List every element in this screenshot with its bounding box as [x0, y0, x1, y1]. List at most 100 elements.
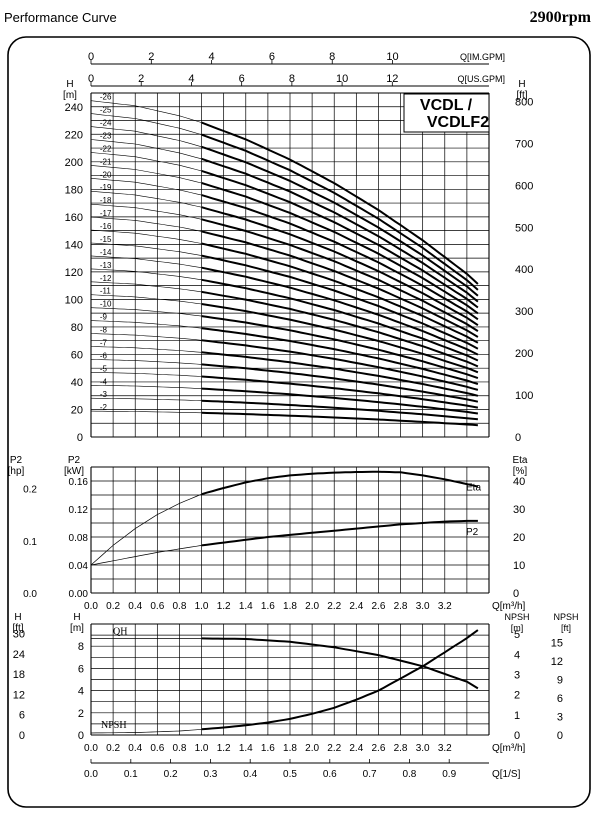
npsh-ft-tick-label: 0: [557, 730, 563, 742]
head-curve-stage8-low-flow: [90, 333, 202, 341]
x-tick-label: 2.2: [327, 601, 341, 612]
h-ft-tick-label: 18: [13, 669, 25, 681]
npsh-ft-tick-label: 3: [557, 712, 563, 724]
eta-axis-unit: [%]: [513, 466, 528, 477]
npsh-m-axis-label: NPSH: [504, 612, 529, 622]
curve-label: -14: [100, 248, 112, 257]
y-tick-label: 0: [77, 432, 83, 444]
x-tick-label: 3.2: [438, 601, 452, 612]
x-tick-label: 3.0: [416, 743, 430, 754]
curve-label: -18: [100, 196, 112, 205]
x-tick-label: 2.0: [305, 601, 319, 612]
curve-label: -3: [100, 390, 108, 399]
x-tick-label: 1.8: [283, 601, 297, 612]
kw-tick-label: 0.00: [69, 589, 89, 600]
us-gpm-tick-label: 0: [88, 73, 94, 85]
y-axis-unit: [m]: [63, 90, 77, 101]
head-curve-stage26-low-flow: [90, 100, 202, 123]
head-curve-stage3: [201, 399, 478, 421]
kw-axis-unit: [kW]: [64, 466, 84, 477]
x-tick-label: 0.8: [172, 601, 186, 612]
x-tick-label: 0.0: [84, 743, 98, 754]
y2-tick-label: 400: [515, 264, 533, 276]
y-tick-label: 120: [65, 267, 83, 279]
head-curve-stage23: [201, 157, 479, 303]
head-curve-stage7: [201, 351, 479, 397]
y2-axis-label: H: [518, 79, 525, 90]
x-tick-label: 3.0: [416, 601, 430, 612]
curve-label: -26: [100, 93, 112, 102]
us-gpm-tick-label: 8: [289, 73, 295, 85]
head-curve-stage10-low-flow: [90, 307, 202, 317]
y-tick-label: 200: [65, 157, 83, 169]
curve-label: -12: [100, 274, 112, 283]
h-m-tick-label: 0: [78, 730, 84, 742]
ls-tick-label: 0.6: [323, 769, 337, 780]
head-curve-stage21-low-flow: [90, 165, 202, 184]
y-tick-label: 160: [65, 212, 83, 224]
npsh-ft-tick-label: 9: [557, 675, 563, 687]
head-curve-stage20: [201, 194, 479, 321]
h-m-axis-label: H: [73, 612, 80, 623]
qh-curve: [201, 637, 479, 690]
x-tick-label: 0.6: [150, 601, 164, 612]
curve-label: -23: [100, 132, 112, 141]
head-curve-stage2-low-flow: [90, 410, 202, 414]
x-tick-label: 2.4: [349, 601, 363, 612]
head-curve-stage22: [201, 169, 479, 309]
chart-frame: [7, 36, 591, 808]
ls-tick-label: 0.3: [203, 769, 217, 780]
y-axis-label: H: [66, 79, 73, 90]
eta-curve-low-flow: [90, 493, 202, 566]
x-tick-label: 1.4: [239, 601, 253, 612]
h-m-tick-label: 2: [78, 708, 84, 720]
npsh-m-tick-label: 0: [514, 730, 520, 742]
model-label-box: [403, 93, 490, 133]
im-gpm-tick-label: 0: [88, 51, 94, 63]
head-curve-stage8: [201, 339, 479, 391]
ls-axis-label: Q[1/S]: [492, 769, 521, 780]
head-curve-stage3-low-flow: [90, 397, 202, 401]
ls-tick-label: 0.9: [442, 769, 456, 780]
head-curve-stage17-low-flow: [90, 216, 202, 232]
npsh-m-axis-unit: [m]: [511, 623, 524, 633]
y2-tick-label: 0: [515, 432, 521, 444]
npsh-ft-axis-unit: [ft]: [561, 623, 571, 633]
eta-curve-label: Eta: [466, 483, 481, 494]
head-curve-stage4: [201, 387, 479, 415]
h-m-tick-label: 4: [78, 686, 84, 698]
im-gpm-tick-label: 10: [386, 51, 398, 63]
y-tick-label: 80: [71, 322, 83, 334]
npsh-curve-label: NPSH: [101, 720, 127, 731]
head-curve-stage22-low-flow: [90, 152, 202, 172]
eta-curve: [201, 470, 479, 496]
x-tick-label: 2.8: [394, 743, 408, 754]
y-tick-label: 180: [65, 184, 83, 196]
us-gpm-tick-label: 6: [239, 73, 245, 85]
y2-tick-label: 100: [515, 390, 533, 402]
head-curve-stage18: [201, 218, 479, 332]
curve-label: -24: [100, 119, 112, 128]
head-curve-stage15: [201, 254, 479, 350]
y-tick-label: 100: [65, 294, 83, 306]
y-tick-label: 60: [71, 349, 83, 361]
x-tick-label: 3.2: [438, 743, 452, 754]
hp-tick-label: 0.1: [23, 537, 37, 548]
y-tick-label: 40: [71, 377, 83, 389]
h-ft-tick-label: 12: [13, 689, 25, 701]
page-title: Performance Curve: [4, 10, 117, 25]
kw-axis-label: P2: [68, 455, 81, 466]
head-curve-stage23-low-flow: [90, 139, 202, 160]
x-tick-label: 0.2: [106, 601, 120, 612]
y-tick-label: 20: [71, 404, 83, 416]
h-ft-axis-label: H: [14, 612, 21, 623]
kw-tick-label: 0.12: [69, 505, 89, 516]
head-curve-stage15-low-flow: [90, 242, 202, 256]
x-tick-label: 2.0: [305, 743, 319, 754]
head-curve-stage19: [201, 206, 479, 327]
ls-tick-label: 0.1: [124, 769, 138, 780]
eta-axis-label: Eta: [512, 455, 527, 466]
curve-label: -21: [100, 157, 112, 166]
eta-tick-label: 20: [513, 532, 525, 544]
head-curve-stage14: [201, 266, 479, 356]
